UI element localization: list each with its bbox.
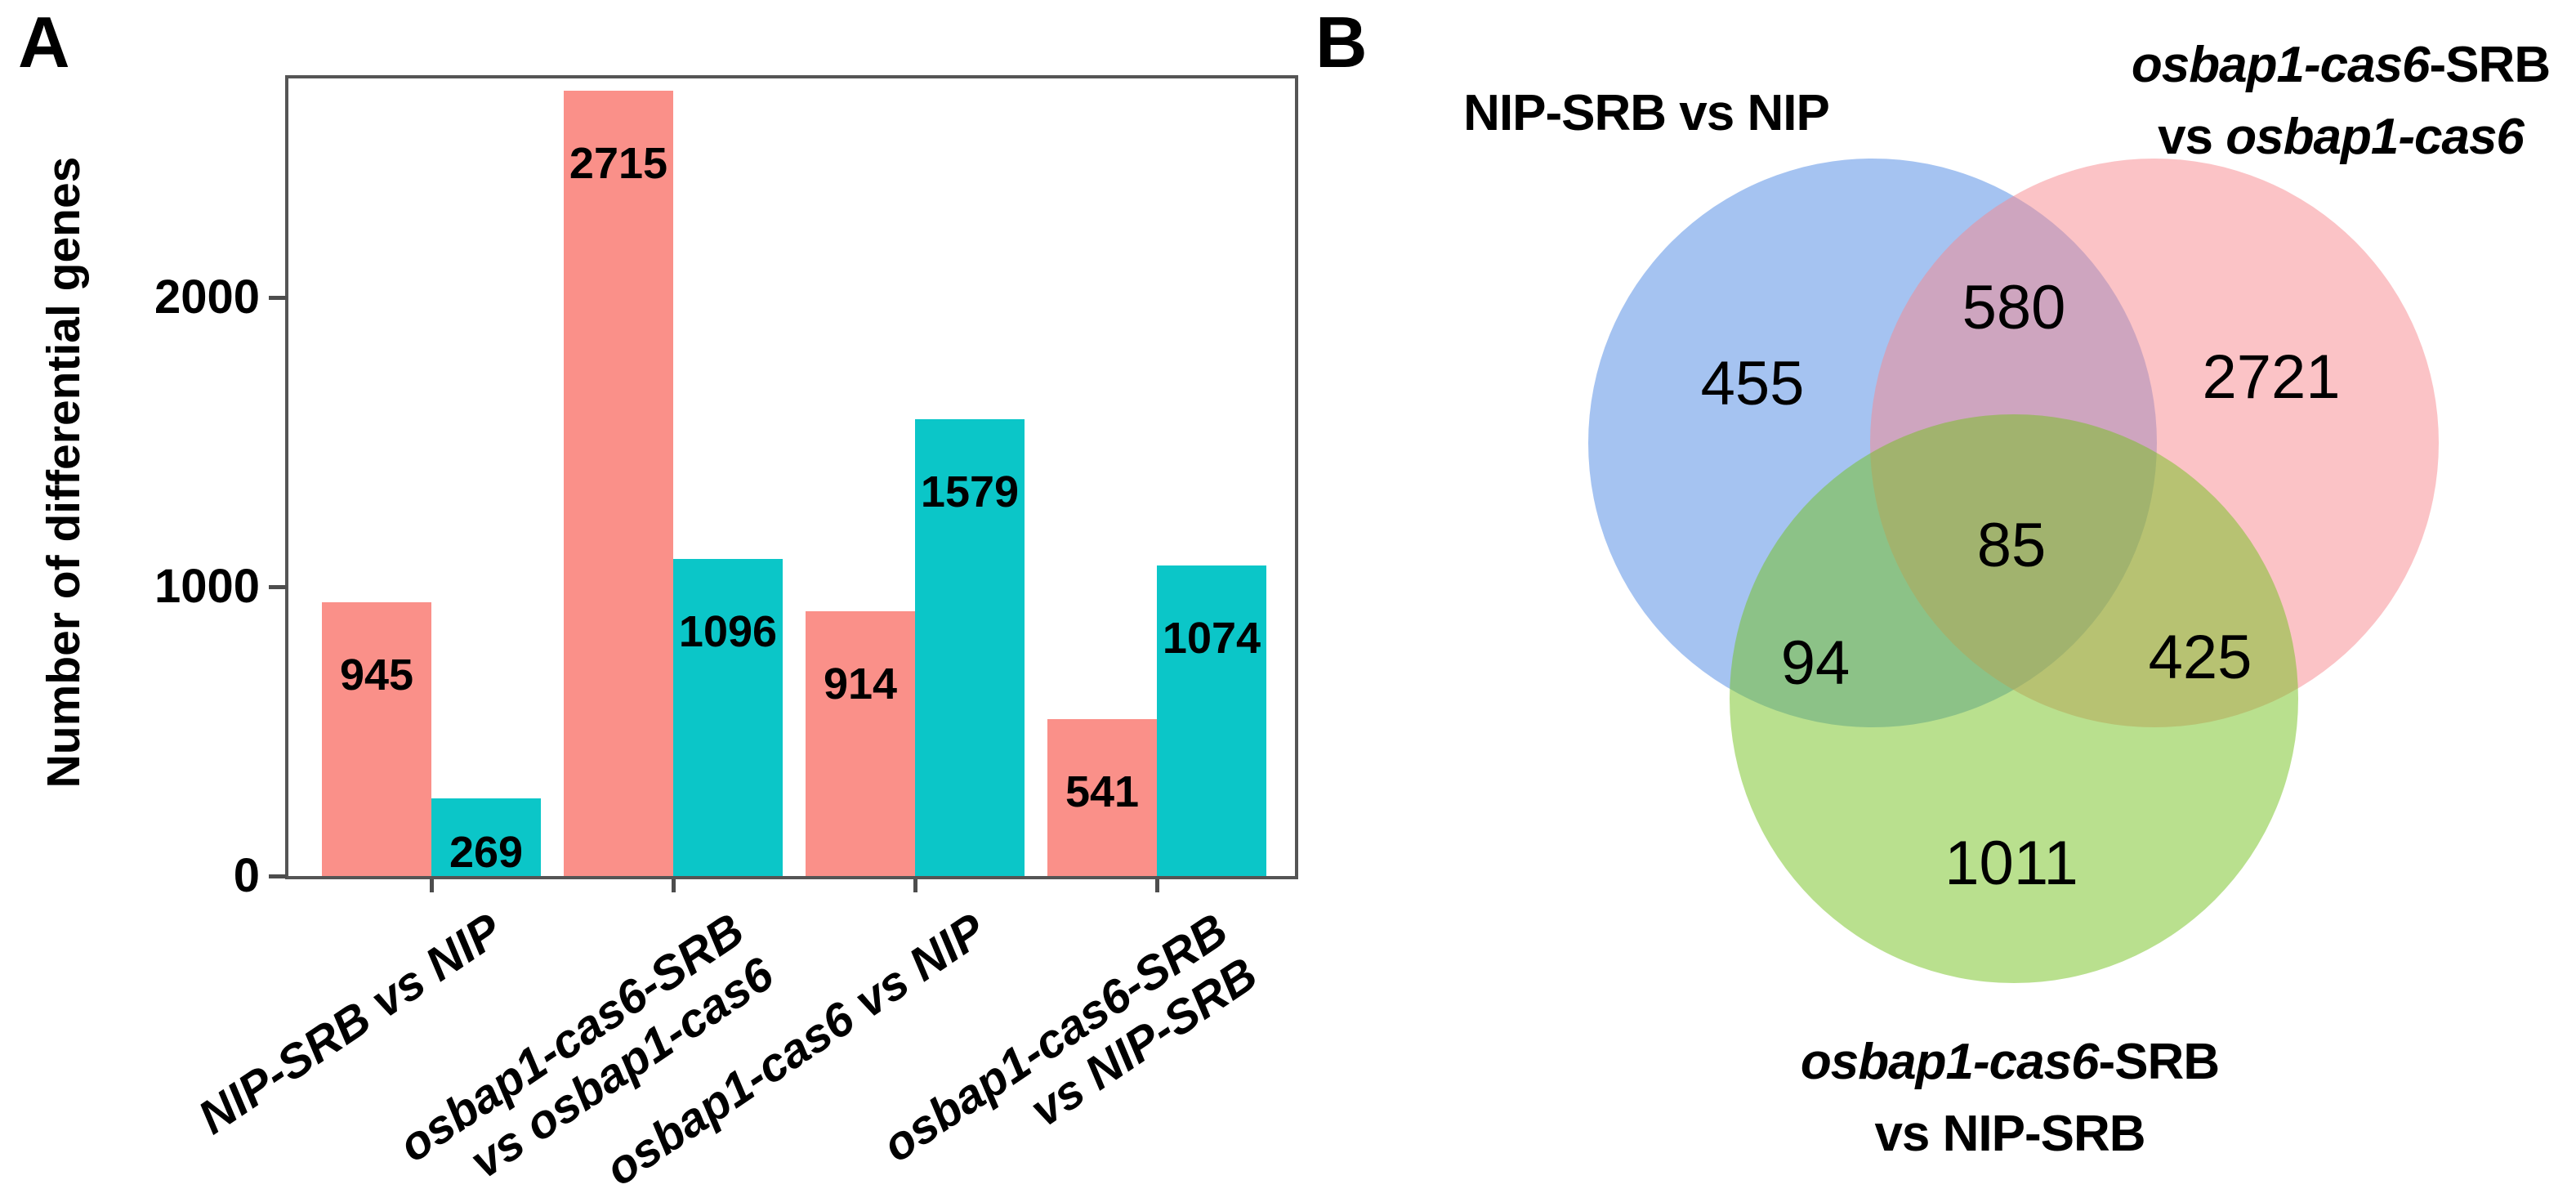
bar-value-label: 2715 [569, 139, 668, 188]
bar-salmon-3 [1047, 719, 1157, 876]
bar-cyan-0 [431, 798, 541, 876]
bar-value-label: 945 [339, 650, 414, 700]
bar-value-label: 541 [1065, 767, 1140, 816]
bar-salmon-2 [806, 611, 915, 876]
bar-value-label: 914 [823, 659, 898, 708]
bar-value-label: 1096 [678, 607, 778, 656]
venn-count-blue-green: 94 [1780, 628, 1851, 698]
bar-cyan-2 [915, 419, 1025, 876]
gene-name-italic: osbap1-cas6 [2226, 109, 2525, 165]
venn-set-label-blue: NIP-SRB vs NIP [1463, 78, 1830, 150]
gene-name-italic: osbap1-cas6 [2131, 37, 2431, 93]
label-text: -SRB [2098, 1034, 2221, 1090]
x-tick-mark [913, 879, 917, 892]
venn-count-pink-only: 2721 [2202, 342, 2341, 412]
y-tick-label: 0 [233, 849, 260, 902]
label-text: vs NIP-SRB [1874, 1106, 2145, 1162]
y-tick-mark [269, 874, 287, 878]
venn-count-pink-green: 425 [2148, 623, 2252, 692]
venn-set-label-line: vs NIP-SRB [1801, 1098, 2219, 1170]
venn-set-label-green: osbap1-cas6-SRB vs NIP-SRB [1800, 1026, 2221, 1170]
x-tick-mark [672, 879, 676, 892]
venn-count-blue-only: 455 [1700, 349, 1805, 418]
venn-count-center: 85 [1976, 511, 2047, 580]
venn-set-label-line: osbap1-cas6-SRB [1800, 1026, 2221, 1098]
venn-count-green-only: 1011 [1944, 829, 2078, 898]
label-text: NIP-SRB vs NIP [1463, 85, 1830, 141]
y-tick-label: 2000 [154, 270, 260, 324]
venn-set-label-line: NIP-SRB vs NIP [1463, 78, 1830, 150]
venn-circle-green [1730, 414, 2298, 983]
venn-set-label-line: vs osbap1-cas6 [2132, 101, 2550, 173]
bar-plot-area: 945 2715 914 541 269 1096 1579 1074 [288, 78, 1295, 876]
y-tick-mark [269, 585, 287, 589]
x-tick-label-line: vs NIP-SRB [1020, 947, 1267, 1138]
bar-salmon-1 [564, 91, 673, 876]
bar-cyan-3 [1157, 565, 1266, 876]
bar-value-label: 1074 [1162, 614, 1261, 663]
bar-value-label: 1579 [920, 467, 1020, 516]
y-axis-title: Number of differential genes [38, 156, 90, 789]
venn-set-label-line: osbap1-cas6-SRB [2131, 29, 2551, 101]
gene-name-italic: osbap1-cas6 [1800, 1034, 2100, 1090]
venn-set-label-pink: osbap1-cas6-SRB vs osbap1-cas6 [2131, 29, 2551, 173]
y-tick-label: 1000 [154, 560, 260, 613]
bar-value-label: 269 [449, 828, 524, 877]
label-text: -SRB [2429, 37, 2551, 93]
label-text: vs [2158, 109, 2226, 165]
x-tick-mark [430, 879, 434, 892]
venn-count-blue-pink: 580 [1962, 273, 2066, 342]
panel-b-letter: B [1315, 2, 1368, 83]
y-tick-mark [269, 296, 287, 300]
bar-cyan-1 [673, 559, 783, 876]
bar-salmon-0 [322, 602, 431, 876]
x-tick-mark [1155, 879, 1159, 892]
panel-a-letter: A [18, 2, 70, 83]
